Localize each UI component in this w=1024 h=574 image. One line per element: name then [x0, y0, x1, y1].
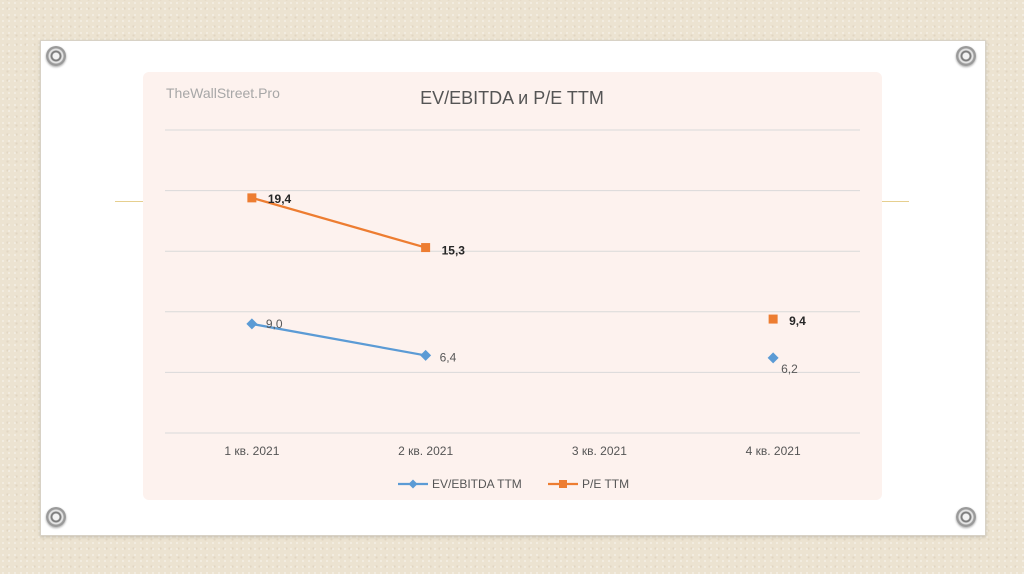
series-line [250, 196, 427, 249]
data-point-marker [420, 349, 432, 361]
data-label: 6,2 [781, 362, 798, 376]
data-label: 6,4 [440, 350, 457, 364]
series-line [250, 322, 427, 357]
data-point-marker [421, 243, 431, 253]
watermark: TheWallStreet.Pro [166, 85, 280, 101]
data-label: 9,0 [266, 317, 283, 331]
data-point-marker [767, 352, 779, 364]
legend-marker [559, 480, 567, 488]
x-tick-label: 1 кв. 2021 [224, 444, 279, 458]
data-point-marker [768, 314, 778, 324]
legend-label: EV/EBITDA TTM [432, 477, 522, 491]
x-tick-label: 4 кв. 2021 [746, 444, 801, 458]
pin-icon [46, 46, 66, 66]
data-label: 15,3 [442, 244, 466, 258]
x-tick-label: 2 кв. 2021 [398, 444, 453, 458]
data-label: 19,4 [268, 192, 292, 206]
pin-icon [956, 46, 976, 66]
x-tick-label: 3 кв. 2021 [572, 444, 627, 458]
legend-marker [408, 479, 418, 489]
data-label: 9,4 [789, 314, 806, 328]
decorative-rule-right [879, 201, 909, 202]
pin-icon [46, 507, 66, 527]
data-point-marker [247, 193, 257, 203]
pin-icon [956, 507, 976, 527]
chart-area [143, 72, 882, 500]
legend-label: P/E TTM [582, 477, 629, 491]
data-point-marker [246, 318, 258, 330]
chart-title: EV/EBITDA и P/E TTM [420, 88, 604, 108]
decorative-rule-left [115, 201, 145, 202]
